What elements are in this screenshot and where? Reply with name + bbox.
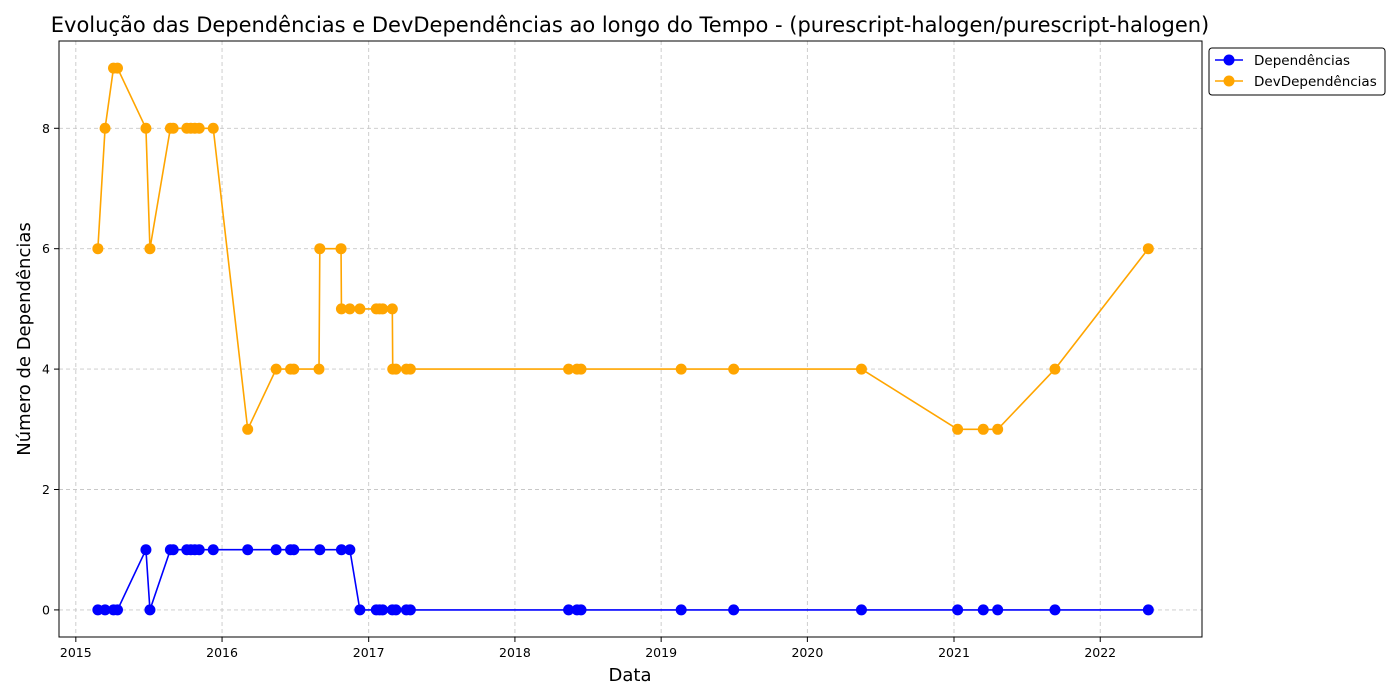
data-point xyxy=(111,604,123,616)
legend-label: DevDependências xyxy=(1254,74,1377,90)
data-point xyxy=(193,122,205,134)
data-point xyxy=(144,243,156,255)
data-point xyxy=(952,423,964,435)
legend-box xyxy=(1208,47,1386,96)
legend-label: Dependências xyxy=(1254,53,1350,69)
data-point xyxy=(575,604,587,616)
data-point xyxy=(335,544,347,556)
data-point xyxy=(992,604,1004,616)
data-point xyxy=(144,604,156,616)
data-point xyxy=(99,122,111,134)
data-point xyxy=(855,604,867,616)
legend: Dependências DevDependências xyxy=(1208,47,1386,96)
data-point xyxy=(335,243,347,255)
data-point xyxy=(728,363,740,375)
x-axis-label: Data xyxy=(609,665,652,686)
data-point xyxy=(390,363,402,375)
data-point xyxy=(1142,604,1154,616)
data-point xyxy=(140,544,152,556)
data-point xyxy=(313,363,325,375)
data-point xyxy=(952,604,964,616)
data-point xyxy=(270,363,282,375)
x-tick-label: 2022 xyxy=(1084,645,1116,660)
data-point xyxy=(354,604,366,616)
data-point xyxy=(386,303,398,315)
data-point xyxy=(140,122,152,134)
data-point xyxy=(1142,243,1154,255)
data-point xyxy=(377,303,389,315)
data-point xyxy=(992,423,1004,435)
data-point xyxy=(377,604,389,616)
data-point xyxy=(354,303,366,315)
y-tick-label: 2 xyxy=(42,482,50,497)
data-point xyxy=(675,604,687,616)
data-point xyxy=(977,604,989,616)
data-point xyxy=(675,363,687,375)
grid-lines xyxy=(59,41,1202,637)
data-point xyxy=(404,604,416,616)
data-point xyxy=(111,62,123,74)
data-point xyxy=(855,363,867,375)
x-axis-ticks: 2015 2016 2017 2018 2019 2020 2021 2022 xyxy=(60,637,1116,660)
x-tick-label: 2019 xyxy=(645,645,677,660)
data-point xyxy=(344,544,356,556)
data-point xyxy=(207,544,219,556)
data-point xyxy=(92,243,104,255)
data-point xyxy=(575,363,587,375)
data-point xyxy=(288,544,300,556)
data-point xyxy=(99,604,111,616)
data-point xyxy=(344,303,356,315)
y-tick-label: 8 xyxy=(42,121,50,136)
data-point xyxy=(193,544,205,556)
data-point xyxy=(335,303,347,315)
data-point xyxy=(288,363,300,375)
y-tick-label: 4 xyxy=(42,362,50,377)
data-point xyxy=(167,122,179,134)
data-point xyxy=(563,363,575,375)
y-axis-ticks: 0 2 4 6 8 xyxy=(42,121,59,617)
data-point xyxy=(242,544,254,556)
data-point xyxy=(207,122,219,134)
data-point xyxy=(390,604,402,616)
series-layer xyxy=(92,62,1154,616)
legend-marker xyxy=(1223,75,1235,87)
chart-title: Evolução das Dependências e DevDependênc… xyxy=(51,13,1210,37)
data-point xyxy=(242,423,254,435)
y-tick-label: 0 xyxy=(42,602,50,617)
y-tick-label: 6 xyxy=(42,241,50,256)
x-tick-label: 2015 xyxy=(60,645,92,660)
data-point xyxy=(728,604,740,616)
y-axis-label: Número de Dependências xyxy=(14,222,35,456)
series-devdepend-ncias xyxy=(92,62,1154,435)
plot-frame xyxy=(58,40,1203,638)
data-point xyxy=(563,604,575,616)
data-point xyxy=(1049,363,1061,375)
x-tick-label: 2020 xyxy=(791,645,823,660)
x-tick-label: 2016 xyxy=(206,645,238,660)
data-point xyxy=(270,544,282,556)
series-depend-ncias xyxy=(92,544,1154,616)
data-point xyxy=(314,544,326,556)
data-point xyxy=(977,423,989,435)
data-point xyxy=(314,243,326,255)
x-tick-label: 2021 xyxy=(938,645,970,660)
data-point xyxy=(404,363,416,375)
data-point xyxy=(167,544,179,556)
legend-marker xyxy=(1223,54,1235,66)
x-tick-label: 2018 xyxy=(499,645,531,660)
data-point xyxy=(1049,604,1061,616)
x-tick-label: 2017 xyxy=(353,645,385,660)
